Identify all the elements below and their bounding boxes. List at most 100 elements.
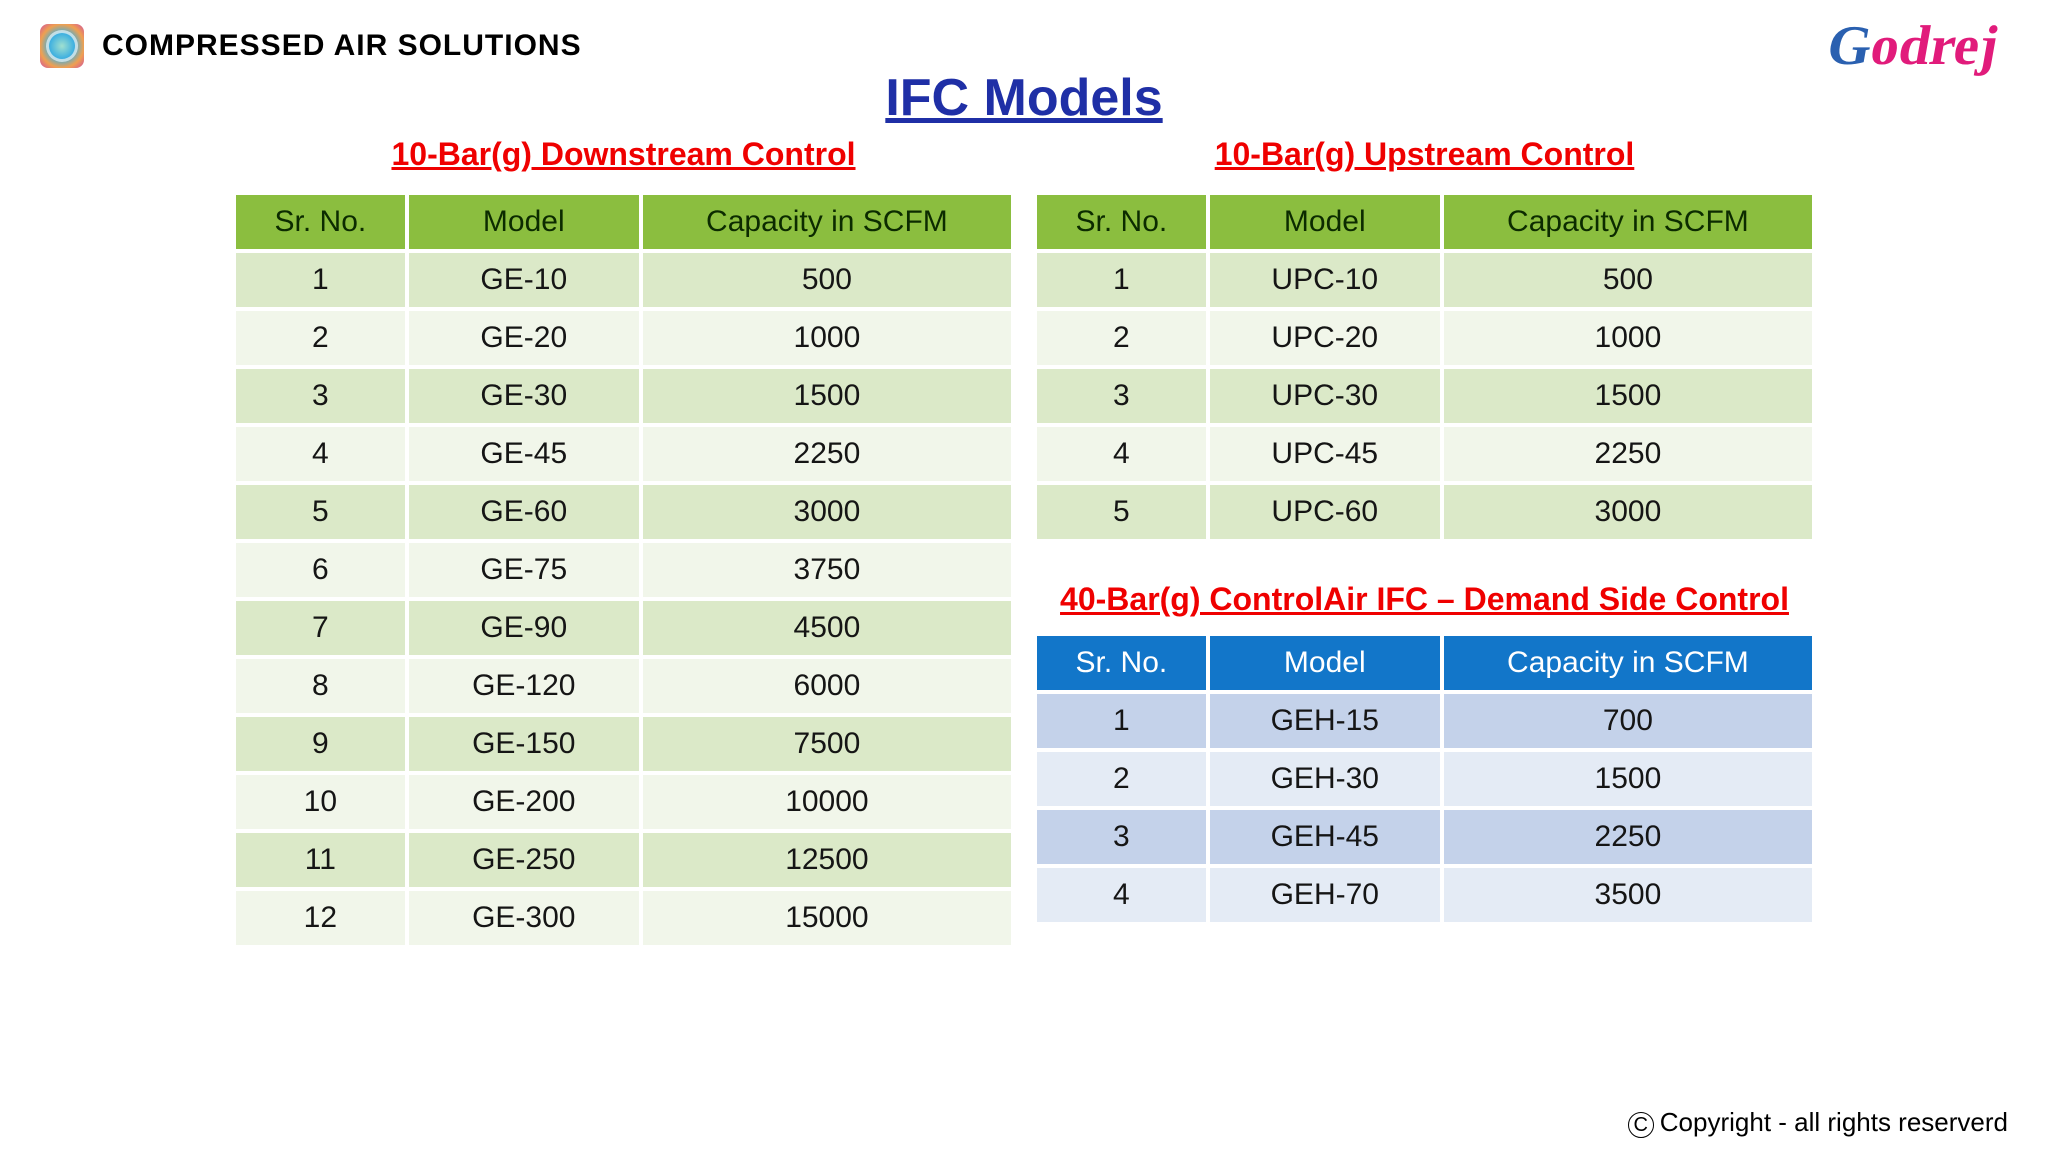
table-row: 3GE-301500 xyxy=(236,369,1011,423)
col-header-model: Model xyxy=(1210,195,1440,249)
table-row: 10GE-20010000 xyxy=(236,775,1011,829)
controlair-heading: 40-Bar(g) ControlAir IFC – Demand Side C… xyxy=(1033,581,1816,618)
table-cell: UPC-20 xyxy=(1210,311,1440,365)
left-column: 10-Bar(g) Downstream Control Sr. No. Mod… xyxy=(232,136,1015,949)
table-row: 6GE-753750 xyxy=(236,543,1011,597)
copyright-notice: CCopyright - all rights reserverd xyxy=(1628,1107,2008,1138)
table-row: 11GE-25012500 xyxy=(236,833,1011,887)
swirl-icon xyxy=(40,24,84,68)
table-cell: 10 xyxy=(236,775,405,829)
table-row: 1GE-10500 xyxy=(236,253,1011,307)
copyright-icon: C xyxy=(1628,1112,1654,1138)
table-cell: UPC-60 xyxy=(1210,485,1440,539)
col-header-capacity: Capacity in SCFM xyxy=(643,195,1011,249)
table-cell: 7500 xyxy=(643,717,1011,771)
table-cell: GE-20 xyxy=(409,311,639,365)
controlair-body: 1GEH-157002GEH-3015003GEH-4522504GEH-703… xyxy=(1037,694,1812,922)
table-cell: GE-90 xyxy=(409,601,639,655)
table-row: 5GE-603000 xyxy=(236,485,1011,539)
table-cell: 4500 xyxy=(643,601,1011,655)
table-cell: 3 xyxy=(1037,369,1206,423)
table-row: 4UPC-452250 xyxy=(1037,427,1812,481)
table-cell: 7 xyxy=(236,601,405,655)
col-header-model: Model xyxy=(1210,636,1440,690)
table-cell: GE-250 xyxy=(409,833,639,887)
table-cell: GE-300 xyxy=(409,891,639,945)
table-row: 12GE-30015000 xyxy=(236,891,1011,945)
header-bar: COMPRESSED AIR SOLUTIONS xyxy=(0,0,2048,68)
table-cell: 1500 xyxy=(1444,752,1812,806)
table-cell: 2 xyxy=(1037,311,1206,365)
controlair-table: Sr. No. Model Capacity in SCFM 1GEH-1570… xyxy=(1033,632,1816,926)
table-row: 7GE-904500 xyxy=(236,601,1011,655)
table-row: 8GE-1206000 xyxy=(236,659,1011,713)
col-header-sr: Sr. No. xyxy=(236,195,405,249)
table-cell: 1000 xyxy=(1444,311,1812,365)
table-cell: 4 xyxy=(1037,427,1206,481)
downstream-body: 1GE-105002GE-2010003GE-3015004GE-4522505… xyxy=(236,253,1011,945)
table-cell: GE-10 xyxy=(409,253,639,307)
table-row: 2GE-201000 xyxy=(236,311,1011,365)
table-cell: 2250 xyxy=(1444,427,1812,481)
table-cell: 2250 xyxy=(643,427,1011,481)
table-row: 4GEH-703500 xyxy=(1037,868,1812,922)
table-cell: 500 xyxy=(643,253,1011,307)
right-column: 10-Bar(g) Upstream Control Sr. No. Model… xyxy=(1033,136,1816,949)
table-cell: 4 xyxy=(1037,868,1206,922)
table-cell: 9 xyxy=(236,717,405,771)
upstream-table: Sr. No. Model Capacity in SCFM 1UPC-1050… xyxy=(1033,191,1816,543)
table-cell: GE-120 xyxy=(409,659,639,713)
table-cell: GE-75 xyxy=(409,543,639,597)
table-row: 2GEH-301500 xyxy=(1037,752,1812,806)
table-row: 1UPC-10500 xyxy=(1037,253,1812,307)
upstream-body: 1UPC-105002UPC-2010003UPC-3015004UPC-452… xyxy=(1037,253,1812,539)
table-cell: GEH-30 xyxy=(1210,752,1440,806)
table-cell: 6 xyxy=(236,543,405,597)
table-cell: 10000 xyxy=(643,775,1011,829)
table-cell: 4 xyxy=(236,427,405,481)
col-header-sr: Sr. No. xyxy=(1037,636,1206,690)
downstream-table: Sr. No. Model Capacity in SCFM 1GE-10500… xyxy=(232,191,1015,949)
table-row: 3UPC-301500 xyxy=(1037,369,1812,423)
table-cell: GE-200 xyxy=(409,775,639,829)
table-cell: 1500 xyxy=(643,369,1011,423)
table-cell: 15000 xyxy=(643,891,1011,945)
table-cell: UPC-45 xyxy=(1210,427,1440,481)
table-cell: UPC-30 xyxy=(1210,369,1440,423)
table-cell: 500 xyxy=(1444,253,1812,307)
brand-text: odrej xyxy=(1866,15,2003,77)
table-cell: 1 xyxy=(1037,253,1206,307)
table-cell: 2250 xyxy=(1444,810,1812,864)
table-cell: 2 xyxy=(1037,752,1206,806)
table-cell: GE-30 xyxy=(409,369,639,423)
table-cell: 2 xyxy=(236,311,405,365)
table-cell: 1500 xyxy=(1444,369,1812,423)
page-title: IFC Models xyxy=(0,68,2048,128)
table-row: 9GE-1507500 xyxy=(236,717,1011,771)
table-cell: UPC-10 xyxy=(1210,253,1440,307)
content-area: 10-Bar(g) Downstream Control Sr. No. Mod… xyxy=(0,136,2048,949)
table-cell: 5 xyxy=(1037,485,1206,539)
table-cell: 11 xyxy=(236,833,405,887)
table-cell: 3750 xyxy=(643,543,1011,597)
table-cell: 1 xyxy=(236,253,405,307)
table-cell: GE-45 xyxy=(409,427,639,481)
copyright-text: Copyright - all rights reserverd xyxy=(1660,1107,2008,1137)
table-row: 3GEH-452250 xyxy=(1037,810,1812,864)
table-cell: 12500 xyxy=(643,833,1011,887)
table-cell: 3 xyxy=(1037,810,1206,864)
table-cell: GEH-15 xyxy=(1210,694,1440,748)
col-header-capacity: Capacity in SCFM xyxy=(1444,195,1812,249)
col-header-model: Model xyxy=(409,195,639,249)
table-cell: 6000 xyxy=(643,659,1011,713)
table-cell: 3 xyxy=(236,369,405,423)
downstream-heading: 10-Bar(g) Downstream Control xyxy=(232,136,1015,173)
table-cell: 12 xyxy=(236,891,405,945)
table-cell: GEH-70 xyxy=(1210,868,1440,922)
table-cell: 3500 xyxy=(1444,868,1812,922)
col-header-capacity: Capacity in SCFM xyxy=(1444,636,1812,690)
brand-logo: Godrej xyxy=(1823,18,2003,74)
table-cell: GE-150 xyxy=(409,717,639,771)
table-row: 1GEH-15700 xyxy=(1037,694,1812,748)
table-row: 4GE-452250 xyxy=(236,427,1011,481)
